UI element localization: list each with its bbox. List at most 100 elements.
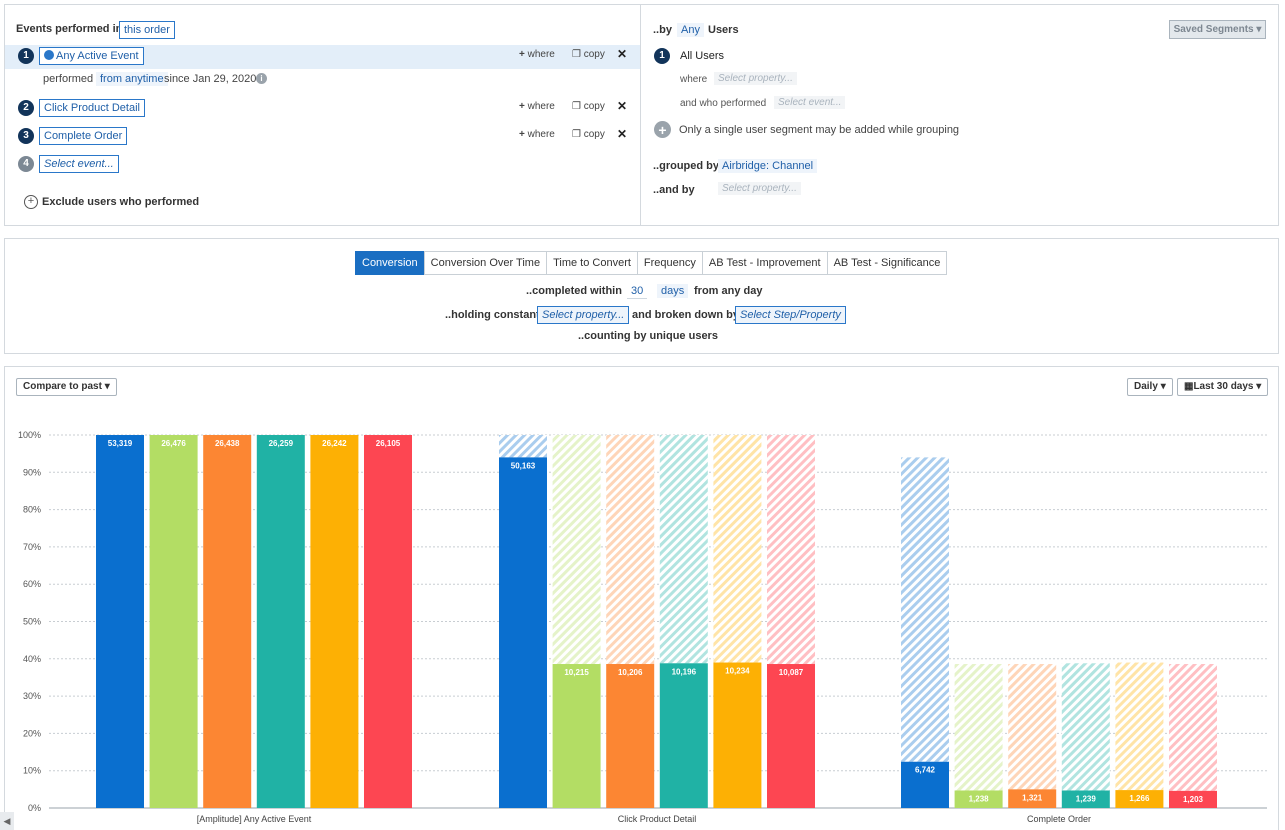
conversion-bar[interactable] bbox=[1008, 789, 1057, 808]
compare-to-past-dropdown[interactable]: Compare to past ▾ bbox=[16, 378, 117, 396]
tab-ab-significance[interactable]: AB Test - Significance bbox=[826, 251, 948, 275]
conversion-bar[interactable] bbox=[954, 790, 1003, 808]
days-input[interactable]: 30 bbox=[627, 284, 648, 299]
step-event-click-product[interactable]: Click Product Detail bbox=[39, 99, 145, 117]
bar-value-label: 10,215 bbox=[564, 668, 589, 677]
events-title: Events performed in bbox=[16, 23, 123, 35]
where-label: where bbox=[680, 74, 708, 85]
conversion-bar[interactable] bbox=[364, 435, 412, 808]
remove-step-button[interactable]: ✕ bbox=[617, 127, 628, 141]
chart-panel: Compare to past ▾ Daily ▾ ▦Last 30 days … bbox=[4, 366, 1279, 830]
dropoff-bar[interactable] bbox=[901, 457, 949, 762]
dropoff-bar[interactable] bbox=[606, 435, 655, 665]
conversion-bar[interactable] bbox=[1169, 790, 1217, 808]
segment-property-select[interactable]: Select property... bbox=[714, 72, 797, 85]
y-tick-label: 30% bbox=[23, 691, 41, 701]
bar-value-label: 1,266 bbox=[1129, 794, 1150, 803]
tab-time-to-convert[interactable]: Time to Convert bbox=[546, 251, 638, 275]
conversion-bar[interactable] bbox=[1115, 790, 1164, 808]
add-exclude-icon[interactable]: + bbox=[24, 195, 38, 209]
bar-value-label: 26,242 bbox=[322, 439, 347, 448]
dropoff-bar[interactable] bbox=[1115, 662, 1164, 791]
conversion-bar[interactable] bbox=[552, 664, 601, 808]
controls-panel: Conversion Conversion Over Time Time to … bbox=[4, 238, 1279, 354]
holding-property-select[interactable]: Select property... bbox=[537, 306, 630, 324]
date-range-dropdown[interactable]: ▦Last 30 days ▾ bbox=[1177, 378, 1269, 396]
x-category-label: [Amplitude] Any Active Event bbox=[197, 814, 312, 824]
select-event-dropdown[interactable]: Select event... bbox=[39, 155, 119, 173]
x-category-label: Click Product Detail bbox=[618, 814, 697, 824]
tab-frequency[interactable]: Frequency bbox=[636, 251, 703, 275]
segment-name[interactable]: All Users bbox=[680, 50, 725, 62]
tab-conversion[interactable]: Conversion bbox=[355, 251, 425, 275]
who-performed-label: and who performed bbox=[680, 98, 767, 109]
and-by-label: ..and by bbox=[653, 184, 695, 196]
dropoff-bar[interactable] bbox=[552, 435, 601, 665]
broken-down-select[interactable]: Select Step/Property bbox=[735, 306, 846, 324]
dropoff-bar[interactable] bbox=[713, 435, 762, 663]
x-category-label: Complete Order bbox=[1027, 814, 1091, 824]
days-unit-dropdown[interactable]: days bbox=[657, 284, 689, 298]
grouped-by-property[interactable]: Airbridge: Channel bbox=[718, 159, 818, 173]
copy-icon: ❐ bbox=[572, 101, 581, 112]
bar-value-label: 26,476 bbox=[161, 439, 186, 448]
chart-type-tabs: Conversion Conversion Over Time Time to … bbox=[355, 251, 948, 275]
dropoff-bar[interactable] bbox=[659, 435, 708, 664]
and-by-property-select[interactable]: Select property... bbox=[718, 182, 801, 195]
conversion-bar[interactable] bbox=[256, 435, 305, 808]
dropoff-bar[interactable] bbox=[1169, 664, 1217, 791]
bar-value-label: 26,259 bbox=[269, 439, 294, 448]
from-anytime-button[interactable]: from anytime bbox=[96, 72, 168, 86]
conversion-bar[interactable] bbox=[1061, 790, 1110, 808]
any-users-toggle[interactable]: Any bbox=[677, 23, 704, 37]
conversion-bar[interactable] bbox=[499, 457, 547, 808]
dropoff-bar[interactable] bbox=[954, 664, 1003, 791]
dropoff-bar[interactable] bbox=[767, 435, 815, 665]
step-event-any-active[interactable]: Any Active Event bbox=[39, 47, 144, 65]
step-number: 3 bbox=[18, 128, 34, 144]
tab-ab-improvement[interactable]: AB Test - Improvement bbox=[701, 251, 828, 275]
bar-value-label: 6,742 bbox=[915, 766, 936, 775]
y-tick-label: 50% bbox=[23, 617, 41, 627]
conversion-bar[interactable] bbox=[203, 435, 252, 808]
y-tick-label: 0% bbox=[28, 803, 41, 813]
copy-button[interactable]: ❐ copy bbox=[572, 49, 605, 60]
conversion-bar[interactable] bbox=[767, 664, 815, 808]
events-panel: Events performed in this order 1 Any Act… bbox=[4, 4, 641, 226]
step-number: 2 bbox=[18, 100, 34, 116]
conversion-bar[interactable] bbox=[606, 664, 655, 808]
chevron-down-icon: ▾ bbox=[1256, 24, 1262, 35]
segment-event-select[interactable]: Select event... bbox=[774, 96, 846, 109]
interval-dropdown[interactable]: Daily ▾ bbox=[1127, 378, 1173, 396]
y-tick-label: 10% bbox=[23, 766, 41, 776]
conversion-bar[interactable] bbox=[713, 662, 762, 808]
remove-step-button[interactable]: ✕ bbox=[617, 47, 628, 61]
conversion-bar[interactable] bbox=[310, 435, 359, 808]
scroll-left-arrow[interactable]: ◀ bbox=[0, 812, 14, 830]
dropoff-bar[interactable] bbox=[499, 435, 547, 458]
bar-value-label: 1,239 bbox=[1076, 794, 1097, 803]
dropoff-bar[interactable] bbox=[1061, 663, 1110, 791]
exclude-users-button[interactable]: Exclude users who performed bbox=[42, 196, 200, 208]
copy-icon: ❐ bbox=[572, 129, 581, 140]
grouped-by-label: ..grouped by bbox=[653, 160, 719, 172]
conversion-bar[interactable] bbox=[901, 761, 949, 808]
since-date: since Jan 29, 2020 bbox=[164, 73, 257, 85]
info-icon[interactable]: i bbox=[256, 73, 267, 84]
bar-value-label: 26,438 bbox=[215, 439, 240, 448]
holding-constant-label: ..holding constant bbox=[445, 309, 540, 321]
remove-step-button[interactable]: ✕ bbox=[617, 99, 628, 113]
conversion-bar[interactable] bbox=[149, 435, 198, 808]
conversion-bar[interactable] bbox=[659, 663, 708, 808]
step-event-complete-order[interactable]: Complete Order bbox=[39, 127, 128, 145]
where-button[interactable]: + where bbox=[519, 129, 555, 140]
copy-button[interactable]: ❐ copy bbox=[572, 129, 605, 140]
tab-conversion-over-time[interactable]: Conversion Over Time bbox=[423, 251, 548, 275]
where-button[interactable]: + where bbox=[519, 101, 555, 112]
order-pill[interactable]: this order bbox=[119, 21, 175, 39]
where-button[interactable]: + where bbox=[519, 49, 555, 60]
copy-button[interactable]: ❐ copy bbox=[572, 101, 605, 112]
saved-segments-dropdown[interactable]: Saved Segments ▾ bbox=[1169, 20, 1266, 39]
dropoff-bar[interactable] bbox=[1008, 664, 1057, 790]
conversion-bar[interactable] bbox=[96, 435, 144, 808]
